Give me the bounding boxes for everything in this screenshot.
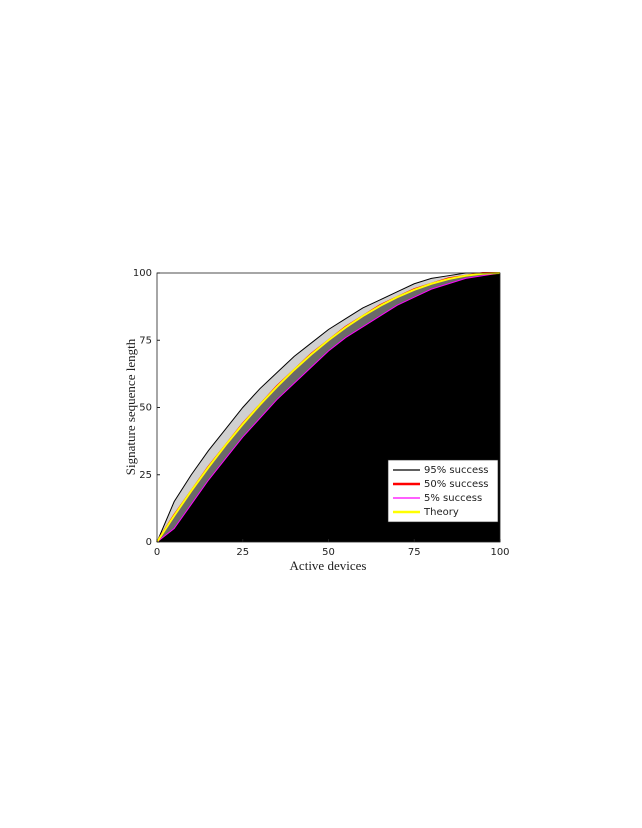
x-axis-label: Active devices <box>290 558 367 573</box>
x-tick-label: 75 <box>408 547 421 558</box>
x-tick-label: 50 <box>322 547 335 558</box>
legend-label: 50% success <box>424 479 489 490</box>
series-line <box>156 272 501 543</box>
y-tick-label: 100 <box>133 268 152 279</box>
legend-label: 95% success <box>424 465 489 476</box>
y-tick-label: 75 <box>139 335 152 346</box>
y-axis-label: Signature sequence length <box>123 338 138 475</box>
y-tick-label: 0 <box>146 537 152 548</box>
legend-label: Theory <box>423 507 459 518</box>
x-tick-label: 100 <box>490 547 509 558</box>
legend-label: 5% success <box>424 493 482 504</box>
x-tick-label: 25 <box>236 547 249 558</box>
series-line <box>156 272 501 543</box>
x-tick-label: 0 <box>154 547 160 558</box>
y-tick-label: 25 <box>139 470 152 481</box>
y-tick-label: 50 <box>139 403 152 414</box>
series-line <box>156 272 500 543</box>
